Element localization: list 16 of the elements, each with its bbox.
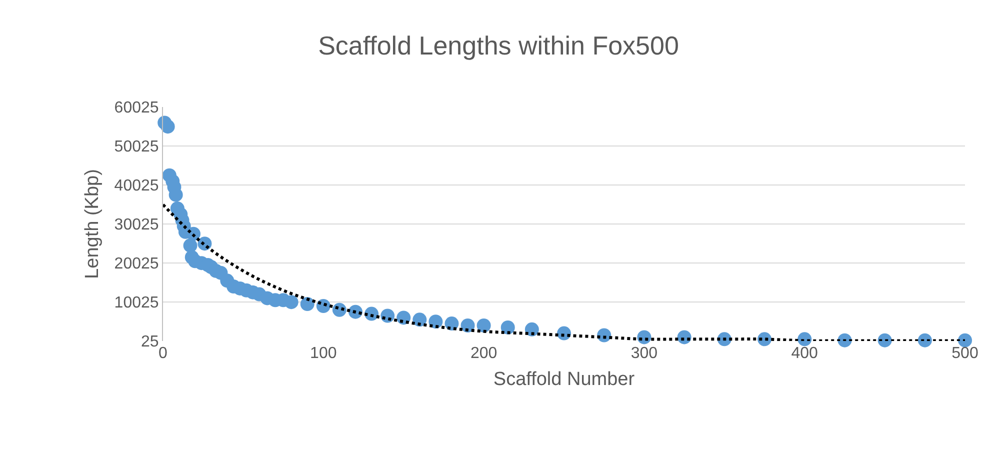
x-tick-label: 400: [791, 345, 818, 362]
y-tick-label: 20025: [114, 256, 159, 273]
y-tick-label: 30025: [114, 216, 159, 234]
y-tick-label: 50025: [114, 138, 159, 156]
x-tick-label: 100: [310, 345, 337, 362]
y-tick-label: 40025: [114, 178, 159, 195]
y-axis-title: Length (Kbp): [82, 169, 104, 279]
x-axis-title: Scaffold Number: [493, 368, 636, 390]
x-tick-label: 200: [470, 345, 498, 362]
chart-title: Scaffold Lengths within Fox500: [318, 30, 679, 61]
x-tick-label: 500: [952, 345, 978, 362]
y-tick-label: 25: [141, 334, 159, 351]
x-tick-label: 300: [630, 345, 658, 362]
y-tick-label: 60025: [114, 100, 159, 117]
x-tick-label: 0: [158, 345, 168, 362]
y-tick-label: 10025: [114, 294, 159, 312]
